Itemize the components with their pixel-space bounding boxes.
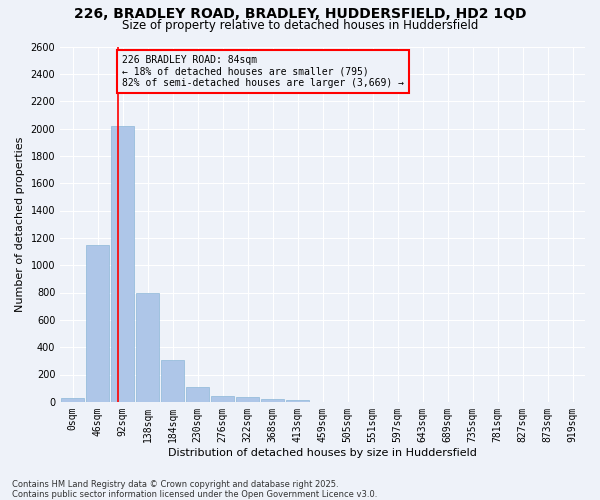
Bar <box>262 399 284 402</box>
Text: Contains HM Land Registry data © Crown copyright and database right 2025.
Contai: Contains HM Land Registry data © Crown c… <box>12 480 377 499</box>
Text: Size of property relative to detached houses in Huddersfield: Size of property relative to detached ho… <box>122 19 478 32</box>
Bar <box>61 398 84 402</box>
Bar <box>211 396 234 402</box>
Bar <box>161 360 184 402</box>
Text: 226, BRADLEY ROAD, BRADLEY, HUDDERSFIELD, HD2 1QD: 226, BRADLEY ROAD, BRADLEY, HUDDERSFIELD… <box>74 8 526 22</box>
Bar <box>187 388 209 402</box>
Bar <box>286 400 309 402</box>
Bar <box>236 397 259 402</box>
Bar <box>112 126 134 402</box>
Y-axis label: Number of detached properties: Number of detached properties <box>15 136 25 312</box>
Bar <box>86 244 109 402</box>
Bar <box>136 293 159 402</box>
X-axis label: Distribution of detached houses by size in Huddersfield: Distribution of detached houses by size … <box>168 448 477 458</box>
Text: 226 BRADLEY ROAD: 84sqm
← 18% of detached houses are smaller (795)
82% of semi-d: 226 BRADLEY ROAD: 84sqm ← 18% of detache… <box>122 54 404 88</box>
